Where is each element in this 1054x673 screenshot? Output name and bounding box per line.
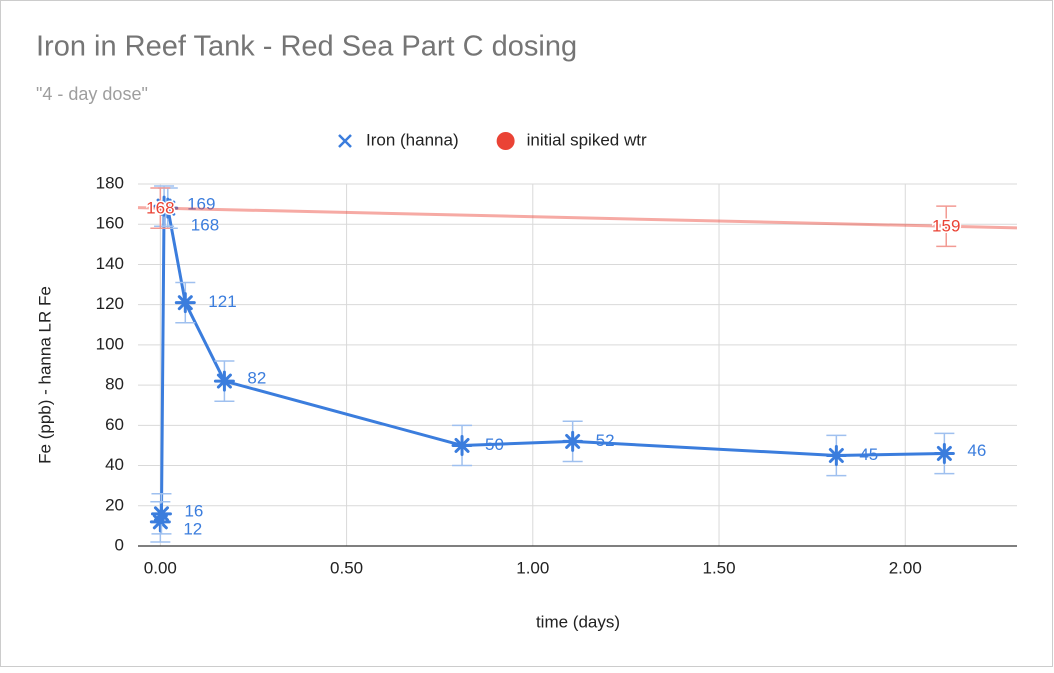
data-label: 50 xyxy=(485,435,504,454)
chart-subtitle: "4 - day dose" xyxy=(36,84,148,104)
legend: Iron (hanna) initial spiked wtr xyxy=(338,130,647,150)
y-tick-label: 100 xyxy=(96,334,124,353)
data-label: 169 xyxy=(187,195,215,214)
x-tick-label: 0.00 xyxy=(144,558,177,577)
data-label: 159 xyxy=(932,217,960,236)
y-tick-label: 180 xyxy=(96,173,124,192)
chart-title: Iron in Reef Tank - Red Sea Part C dosin… xyxy=(36,31,577,63)
y-tick-label: 120 xyxy=(96,294,124,313)
x-tick-label: 0.50 xyxy=(330,558,363,577)
y-tick-label: 60 xyxy=(105,415,124,434)
legend-label: initial spiked wtr xyxy=(527,130,647,149)
data-label: 16 xyxy=(184,501,203,520)
data-label: 121 xyxy=(208,292,236,311)
data-point xyxy=(157,205,164,212)
y-tick-label: 140 xyxy=(96,254,124,273)
data-label: 12 xyxy=(183,519,202,538)
y-tick-label: 160 xyxy=(96,214,124,233)
legend-label: Iron (hanna) xyxy=(366,130,459,149)
data-point xyxy=(451,434,473,456)
data-point xyxy=(213,370,235,392)
data-label: 82 xyxy=(247,369,266,388)
x-axis-title: time (days) xyxy=(536,612,620,631)
data-point xyxy=(150,503,172,525)
data-point xyxy=(157,197,179,219)
data-label: 46 xyxy=(967,441,986,460)
y-tick-label: 80 xyxy=(105,375,124,394)
data-point xyxy=(562,430,584,452)
data-label: 52 xyxy=(596,431,615,450)
data-label: 45 xyxy=(859,445,878,464)
y-tick-label: 40 xyxy=(105,455,124,474)
data-label: 168 xyxy=(146,199,174,218)
data-point xyxy=(825,445,847,466)
y-axis-title: Fe (ppb) - hanna LR Fe xyxy=(35,286,54,464)
legend-marker xyxy=(496,132,515,150)
x-tick-label: 1.00 xyxy=(516,558,549,577)
series: 168 159 xyxy=(137,187,1018,248)
legend-marker xyxy=(338,134,352,148)
y-tick-label: 0 xyxy=(115,535,124,554)
y-tick-label: 20 xyxy=(105,495,124,514)
data-point xyxy=(933,442,955,464)
data-point xyxy=(943,223,950,230)
data-point xyxy=(174,292,196,314)
x-tick-label: 2.00 xyxy=(889,558,922,577)
x-tick-label: 1.50 xyxy=(702,558,735,577)
trendline xyxy=(137,206,1018,230)
series-line xyxy=(158,204,945,523)
data-label: 168 xyxy=(191,216,219,235)
